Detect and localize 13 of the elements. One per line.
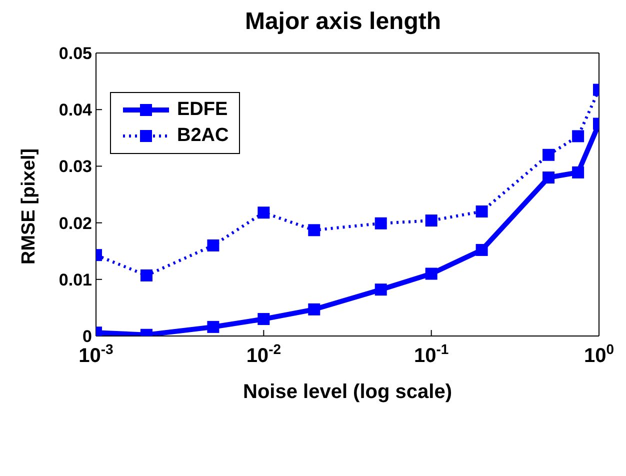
chart-title: Major axis length [244,8,442,37]
y-tick-label: 0.03 [58,157,92,176]
y-tick-label: 0.02 [58,214,92,233]
y-axis-title: RMSE [pixel] [18,148,40,264]
y-tick-label: 0.05 [58,44,92,63]
y-tick-label: 0.01 [58,270,92,290]
x-tick-label: 10$^{0}$ [584,341,614,367]
legend-label: B2AC [177,124,229,148]
x-tick-label: 10$^{-2}$ [246,341,282,367]
x-axis-title: Noise level (log scale) [243,381,452,403]
legend-label: EDFE [177,98,228,122]
x-tick-label: 10$^{-1}$ [414,341,449,367]
y-tick-label: 0.04 [58,100,93,120]
